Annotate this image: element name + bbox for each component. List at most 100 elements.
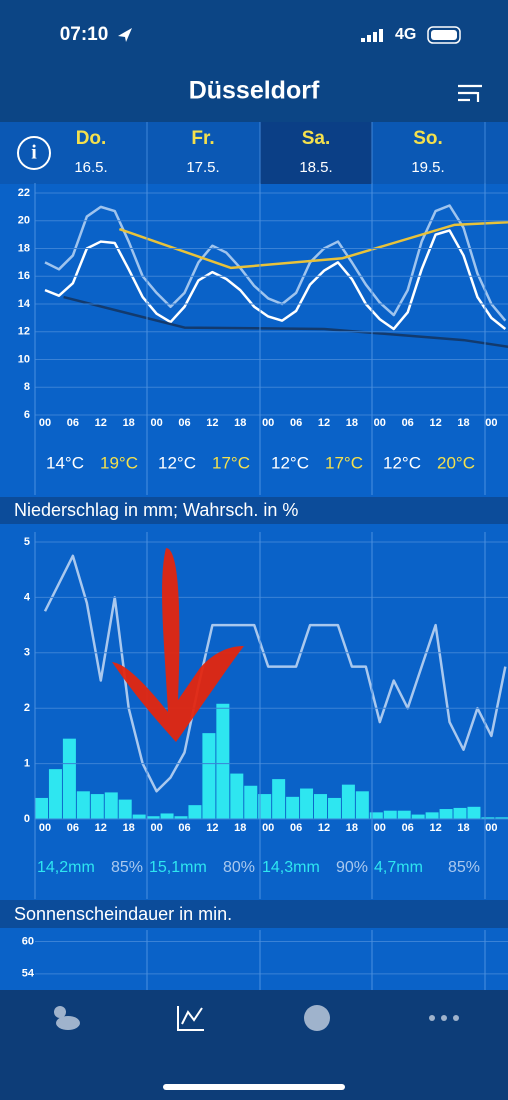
signal-icon <box>361 29 383 42</box>
precip-bar <box>369 812 383 819</box>
precip-bar <box>383 810 397 819</box>
day-date: 18.5. <box>299 159 332 176</box>
y-tick-label: 8 <box>24 381 30 393</box>
hour-label: 18 <box>346 822 358 834</box>
y-tick-label: 60 <box>22 935 34 947</box>
max-temp: 20°C <box>437 453 475 472</box>
precip-amount: 4,7mm <box>374 859 423 876</box>
y-tick-label: 54 <box>22 968 35 980</box>
precip-bar <box>341 784 355 819</box>
precip-bar <box>62 738 76 819</box>
precip-bar <box>272 779 286 819</box>
day-row-bg <box>0 122 508 184</box>
precip-bar <box>411 814 425 819</box>
hour-label: 18 <box>457 417 469 429</box>
hour-label: 00 <box>374 822 386 834</box>
y-tick-label: 18 <box>18 242 30 254</box>
location-icon <box>118 28 132 42</box>
hour-label: 00 <box>39 417 51 429</box>
tab-icon-wetter <box>54 1006 80 1030</box>
precip-bar <box>467 806 481 819</box>
precip-bar <box>230 773 244 819</box>
precip-probability: 85% <box>448 859 480 876</box>
hour-label: 12 <box>95 417 107 429</box>
min-temp: 14°C <box>46 453 84 472</box>
precip-bar <box>76 791 90 819</box>
hour-label: 06 <box>178 822 190 834</box>
hour-label: 18 <box>457 822 469 834</box>
precip-bar <box>300 788 314 819</box>
y-tick-label: 2 <box>24 702 30 714</box>
tab-icon-karten <box>304 1005 330 1031</box>
precip-title: Niederschlag in mm; Wahrsch. in % <box>14 500 298 520</box>
chart-clip: 00 06 12 18 00 06 12 18 00 06 12 18 00 06 12 18 00 06 12 18… <box>35 204 508 834</box>
precip-amount: 15,1mm <box>149 859 207 876</box>
battery <box>427 26 461 44</box>
tab-icon-graphs <box>177 1006 204 1031</box>
min-temp: 12°C <box>383 453 421 472</box>
max-temp: 17°C <box>212 453 250 472</box>
precip-probability: 90% <box>336 859 368 876</box>
min-temp: 12°C <box>271 453 309 472</box>
red-arrow-annotation <box>112 548 244 742</box>
hour-label: 06 <box>402 822 414 834</box>
precip-probability: 80% <box>223 859 255 876</box>
sort-button[interactable] <box>458 84 482 102</box>
hour-label: 18 <box>234 822 246 834</box>
precip-amount: 14,2mm <box>37 859 95 876</box>
precip-bar <box>188 805 202 819</box>
day-name: Sa. <box>302 128 331 149</box>
y-tick-label: 20 <box>18 215 30 227</box>
precip-bar <box>244 785 258 819</box>
hour-label: 12 <box>206 822 218 834</box>
precip-bar <box>453 807 467 819</box>
temp-line <box>118 220 508 270</box>
hour-label: 12 <box>429 417 441 429</box>
city-title: Düsseldorf <box>189 77 320 105</box>
precip-bar <box>118 799 132 819</box>
hour-label: 00 <box>485 822 497 834</box>
precip-bar <box>216 703 230 819</box>
hour-label: 18 <box>234 417 246 429</box>
info-button[interactable] <box>17 136 51 170</box>
precip-bar <box>439 809 453 819</box>
temp-line <box>63 295 508 348</box>
max-temp: 19°C <box>100 453 138 472</box>
tab-bar <box>0 990 508 1100</box>
hour-label: 18 <box>123 822 135 834</box>
hour-label: 06 <box>290 822 302 834</box>
sun-chart-bg <box>0 928 508 990</box>
precip-bar <box>48 769 62 819</box>
hour-label: 00 <box>150 417 162 429</box>
precip-bar <box>174 816 188 819</box>
y-tick-label: 10 <box>18 353 30 365</box>
y-tick-label: 0 <box>24 813 30 825</box>
precip-bar <box>425 812 439 819</box>
precip-bar <box>202 733 216 819</box>
hour-label: 06 <box>67 417 79 429</box>
hour-label: 06 <box>402 417 414 429</box>
hour-label: 00 <box>262 417 274 429</box>
hour-label: 12 <box>206 417 218 429</box>
y-tick-label: 22 <box>18 187 30 199</box>
y-tick-label: 5 <box>24 536 30 548</box>
day-date: 16.5. <box>74 159 107 176</box>
home-indicator <box>163 1084 345 1090</box>
hour-label: 06 <box>178 417 190 429</box>
battery-level <box>431 30 457 40</box>
day-name: So. <box>413 128 443 149</box>
hour-label: 00 <box>485 417 497 429</box>
probability-line <box>43 554 507 793</box>
precip-bar <box>132 814 146 819</box>
hour-label: 18 <box>123 417 135 429</box>
hour-label: 00 <box>374 417 386 429</box>
precip-bar <box>397 810 411 819</box>
precip-bar <box>314 794 327 819</box>
precip-band <box>0 497 508 524</box>
header-bg <box>0 0 508 122</box>
day-name: Do. <box>76 128 107 149</box>
hour-label: 12 <box>318 417 330 429</box>
precip-bar <box>35 797 48 819</box>
hour-label: 00 <box>150 822 162 834</box>
